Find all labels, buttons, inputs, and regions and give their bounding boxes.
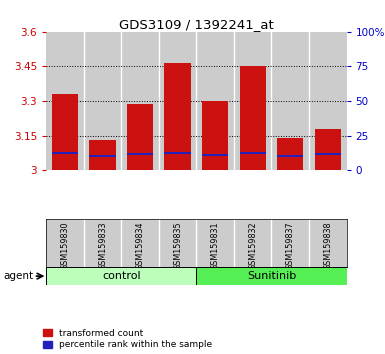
Text: GSM159833: GSM159833 — [98, 221, 107, 270]
Legend: transformed count, percentile rank within the sample: transformed count, percentile rank withi… — [43, 329, 213, 349]
Bar — [202, 154, 228, 156]
Bar — [52, 94, 78, 170]
Text: GSM159832: GSM159832 — [248, 221, 257, 270]
Text: control: control — [102, 271, 141, 281]
Bar — [271, 32, 309, 170]
Text: GSM159835: GSM159835 — [173, 221, 182, 270]
Text: GSM159834: GSM159834 — [136, 221, 144, 270]
Bar — [121, 32, 159, 170]
Text: GSM159838: GSM159838 — [323, 221, 332, 270]
Bar — [46, 32, 84, 170]
Bar — [239, 152, 266, 154]
Bar — [127, 153, 153, 155]
Bar — [159, 32, 196, 170]
Text: agent: agent — [4, 271, 34, 281]
Title: GDS3109 / 1392241_at: GDS3109 / 1392241_at — [119, 18, 274, 31]
Bar — [52, 152, 78, 154]
Bar — [315, 129, 341, 170]
Bar — [239, 67, 266, 170]
Text: Sunitinib: Sunitinib — [247, 271, 296, 281]
Bar — [277, 138, 303, 170]
Bar — [196, 267, 346, 285]
Bar — [309, 32, 346, 170]
Text: GSM159830: GSM159830 — [60, 221, 69, 270]
Bar — [277, 155, 303, 158]
Bar — [89, 140, 116, 170]
Text: GSM159831: GSM159831 — [211, 221, 219, 270]
Bar — [315, 153, 341, 155]
Bar — [164, 63, 191, 170]
Bar — [164, 152, 191, 154]
Text: GSM159837: GSM159837 — [286, 221, 295, 270]
Bar — [89, 155, 116, 158]
Bar — [46, 267, 196, 285]
Bar — [234, 32, 271, 170]
Bar — [202, 101, 228, 170]
Bar — [196, 32, 234, 170]
Bar — [127, 104, 153, 170]
Bar — [84, 32, 121, 170]
